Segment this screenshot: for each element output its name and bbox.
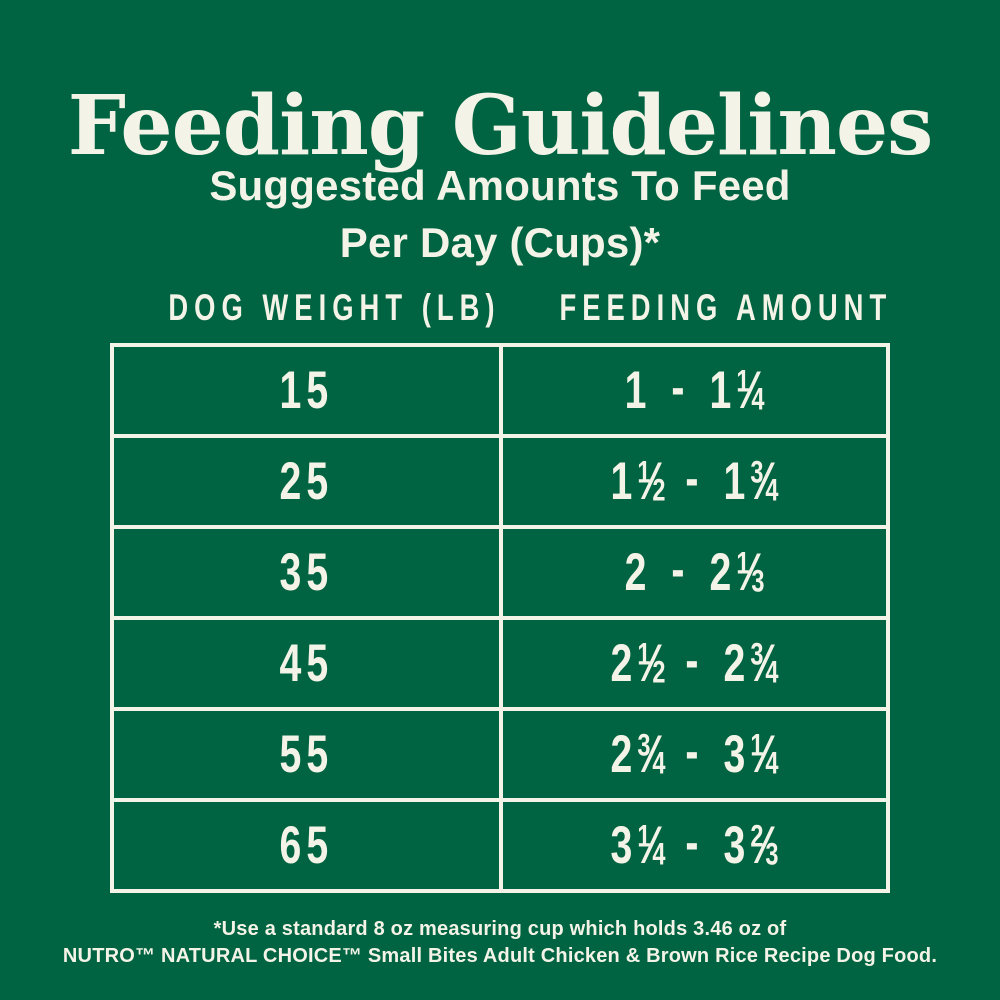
subtitle-line-2: Per Day (Cups)* <box>339 219 661 266</box>
feeding-amount-cell: 21⁄2 - 23⁄4 <box>503 620 886 707</box>
range-dash: - <box>671 539 690 599</box>
range-dash: - <box>671 357 690 417</box>
feeding-amount-cell: 1 - 11⁄4 <box>503 347 886 434</box>
feeding-amount-cell: 31⁄4 - 32⁄3 <box>503 802 886 889</box>
feeding-amount-cell: 2 - 21⁄3 <box>503 529 886 616</box>
feeding-guidelines-table: 15 1 - 11⁄4 25 11⁄2 - 13⁄4 35 2 - 21⁄3 45 21⁄2 … <box>110 343 890 893</box>
fraction: 3⁄4 <box>750 634 779 693</box>
footnote: *Use a standard 8 oz measuring cup which… <box>0 916 1000 970</box>
dog-weight-cell: 15 <box>114 347 499 434</box>
range-dash: - <box>685 721 704 781</box>
fraction: 1⁄2 <box>637 452 666 511</box>
range-dash: - <box>685 812 704 872</box>
fraction: 2⁄3 <box>750 816 779 875</box>
column-header-feeding-amount: FEEDING AMOUNT <box>559 287 893 328</box>
fraction: 1⁄4 <box>637 816 666 875</box>
subtitle-line-1: Suggested Amounts To Feed <box>209 162 791 209</box>
subtitle: Suggested Amounts To Feed Per Day (Cups)… <box>0 157 1000 271</box>
range-dash: - <box>685 448 704 508</box>
column-header-dog-weight: DOG WEIGHT (LB) <box>168 287 501 328</box>
dog-weight-cell: 25 <box>114 438 499 525</box>
feeding-amount-cell: 23⁄4 - 31⁄4 <box>503 711 886 798</box>
footnote-line-2: NUTRO™ NATURAL CHOICE™ Small Bites Adult… <box>62 945 938 967</box>
fraction: 1⁄4 <box>750 725 779 784</box>
table-column-headers: DOG WEIGHT (LB) FEEDING AMOUNT <box>110 287 890 329</box>
fraction: 1⁄2 <box>637 634 666 693</box>
dog-weight-cell: 45 <box>114 620 499 707</box>
range-dash: - <box>685 630 704 690</box>
dog-weight-cell: 35 <box>114 529 499 616</box>
feeding-amount-cell: 11⁄2 - 13⁄4 <box>503 438 886 525</box>
footnote-line-1: *Use a standard 8 oz measuring cup which… <box>213 918 787 940</box>
fraction: 3⁄4 <box>637 725 666 784</box>
fraction: 3⁄4 <box>750 452 779 511</box>
dog-weight-cell: 55 <box>114 711 499 798</box>
fraction: 1⁄3 <box>736 543 765 602</box>
fraction: 1⁄4 <box>736 361 765 420</box>
page-title: Feeding Guidelines <box>67 77 934 174</box>
dog-weight-cell: 65 <box>114 802 499 889</box>
